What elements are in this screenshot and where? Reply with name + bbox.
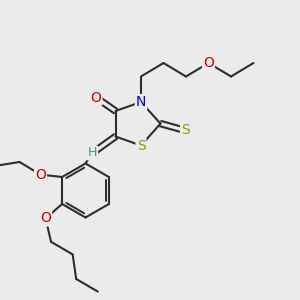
Text: O: O bbox=[91, 91, 101, 104]
Text: O: O bbox=[35, 168, 46, 182]
Text: S: S bbox=[181, 124, 190, 137]
Text: O: O bbox=[40, 212, 51, 225]
Text: H: H bbox=[88, 146, 97, 160]
Text: N: N bbox=[136, 95, 146, 109]
Text: O: O bbox=[203, 56, 214, 70]
Text: S: S bbox=[136, 139, 146, 152]
